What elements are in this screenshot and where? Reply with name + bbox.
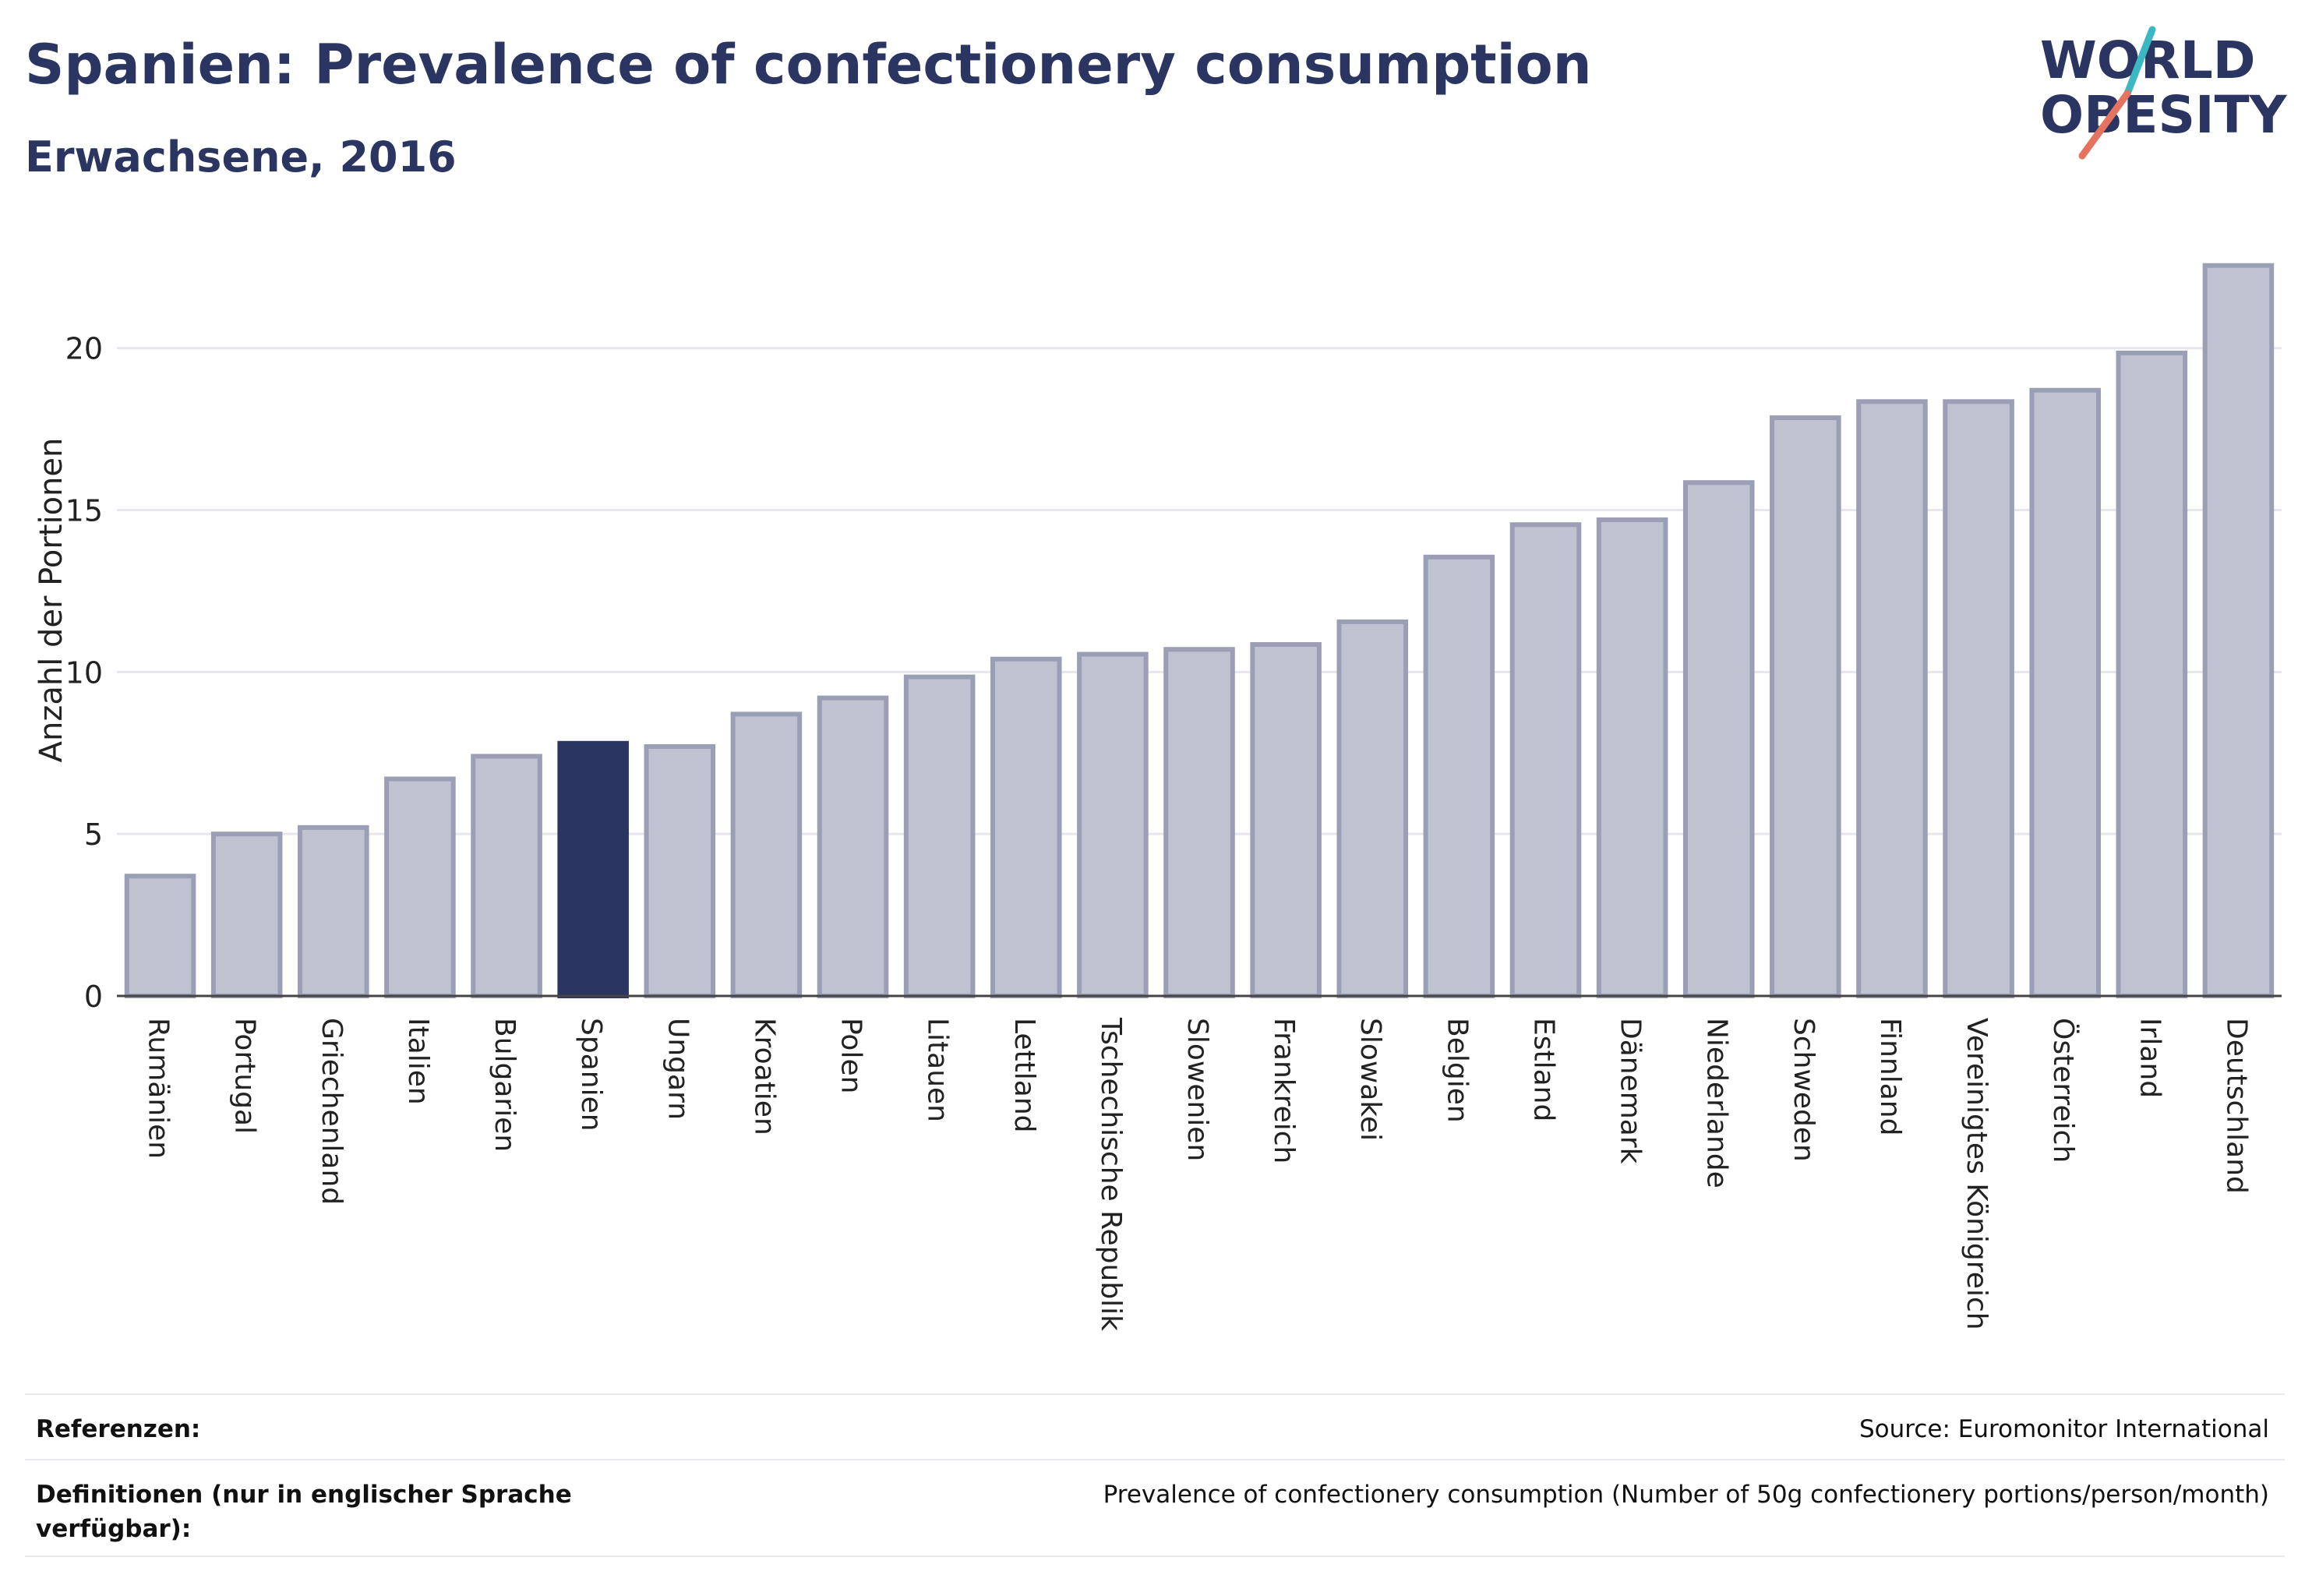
bar-7 [730, 711, 803, 999]
bar-9 [903, 674, 976, 998]
x-tick-label-0: Rumänien [143, 1018, 175, 1159]
logo-word-obesity: OBESITY [2040, 85, 2288, 145]
bar-4 [471, 754, 542, 999]
x-tick-label-5: Spanien [575, 1018, 607, 1132]
bar-1 [210, 832, 283, 999]
x-tick-label-23: Irland [2134, 1018, 2166, 1098]
footer-divider-bottom [25, 1555, 2285, 1557]
x-tick-label-22: Österreich [2047, 1018, 2080, 1163]
bar-chart: 0 5 10 15 20 Rumänien Portugal Griechenland Ital… [65, 263, 2282, 1331]
references-label: Referenzen: [36, 1415, 201, 1443]
x-tick-label-10: Lettland [1008, 1018, 1040, 1133]
bar-13 [1250, 642, 1322, 998]
x-tick-label-6: Ungarn [662, 1018, 694, 1120]
bar-18 [1682, 480, 1755, 998]
x-tick-label-4: Bulgarien [489, 1018, 521, 1152]
footer-divider-middle [25, 1459, 2285, 1460]
y-tick-label: 5 [84, 817, 103, 852]
bar-21 [1943, 399, 2014, 998]
references-value: Source: Euromonitor International [1858, 1415, 2269, 1443]
chart-subtitle: Erwachsene, 2016 [25, 132, 457, 182]
bar-6 [644, 743, 716, 998]
bar-15 [1423, 554, 1495, 998]
definitions-label: Definitionen (nur in englischer Sprache … [36, 1481, 572, 1543]
bar-5 [557, 740, 629, 999]
world-obesity-logo: WORLD OBESITY [2040, 26, 2288, 160]
x-tick-label-3: Italien [402, 1018, 434, 1105]
x-tick-label-2: Griechenland [316, 1018, 348, 1205]
x-tick-label-7: Kroatien [748, 1018, 780, 1135]
y-tick-label: 15 [65, 494, 103, 528]
x-tick-label-24: Deutschland [2220, 1018, 2252, 1194]
bar-10 [990, 656, 1062, 998]
bar-8 [817, 695, 889, 998]
bar-17 [1596, 517, 1668, 998]
x-tick-label-11: Tschechische Republik [1095, 1017, 1127, 1331]
y-tick-label: 20 [65, 332, 103, 366]
logo-slash-teal [2123, 26, 2156, 97]
x-tick-label-20: Finnland [1874, 1018, 1906, 1135]
bar-0 [124, 874, 196, 999]
y-axis-label: Anzahl der Portionen [34, 437, 69, 763]
bar-11 [1077, 651, 1149, 998]
bar-23 [2116, 350, 2188, 998]
chart-title: Spanien: Prevalence of confectionery con… [25, 33, 1592, 97]
x-tick-label-19: Schweden [1788, 1018, 1820, 1162]
x-tick-label-16: Estland [1527, 1018, 1559, 1121]
footer-divider-top [25, 1393, 2285, 1395]
x-tick-label-12: Slowenien [1181, 1018, 1213, 1161]
bar-14 [1336, 619, 1409, 998]
bar-12 [1163, 647, 1235, 999]
x-tick-label-8: Polen [835, 1018, 867, 1093]
y-tick-label: 10 [65, 655, 103, 690]
bar-20 [1856, 399, 1928, 998]
x-tick-label-13: Frankreich [1268, 1018, 1300, 1163]
bar-19 [1770, 415, 1841, 998]
definitions-value: Prevalence of confectionery consumption … [1103, 1481, 2269, 1509]
x-tick-label-9: Litauen [922, 1018, 954, 1122]
bar-16 [1509, 522, 1582, 998]
bar-2 [298, 824, 369, 998]
x-tick-label-1: Portugal [229, 1018, 261, 1134]
x-tick-label-17: Dänemark [1615, 1018, 1647, 1164]
bar-24 [2202, 263, 2275, 998]
bar-22 [2029, 387, 2101, 999]
logo-slash-coral [2078, 90, 2131, 160]
x-tick-label-15: Belgien [1441, 1018, 1473, 1123]
bar-3 [384, 776, 456, 999]
y-tick-label: 0 [84, 980, 103, 1014]
x-tick-label-18: Niederlande [1701, 1018, 1733, 1188]
x-tick-label-21: Vereinigtes Königreich [1961, 1018, 1993, 1330]
x-tick-label-14: Slowakei [1354, 1018, 1386, 1141]
